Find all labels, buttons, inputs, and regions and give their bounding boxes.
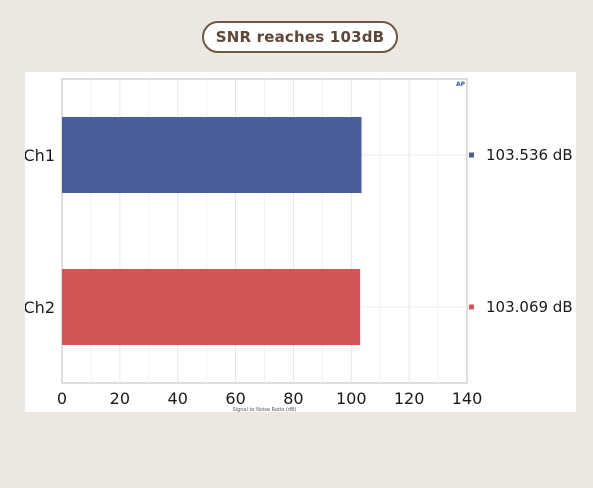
x-tick-label: 100 (336, 389, 367, 408)
category-label-ch2: Ch2 (25, 298, 55, 317)
snr-bar-chart: 0 20 40 60 80 100 120 140 Ch1 Ch2 103.536 dB 103.… (25, 78, 573, 412)
x-tick-label: 0 (57, 389, 67, 408)
value-marker-ch2 (469, 304, 474, 310)
chart-panel: 0 20 40 60 80 100 120 140 Ch1 Ch2 103.536 dB 103.… (25, 72, 576, 412)
x-tick-label: 140 (452, 389, 483, 408)
bar-ch1 (62, 117, 362, 193)
x-tick-label: 60 (225, 389, 245, 408)
x-tick-label: 80 (283, 389, 303, 408)
x-axis-label: Signal to Noise Ratio (dB) (233, 407, 297, 412)
x-tick-label: 40 (168, 389, 188, 408)
x-tick-label: 120 (394, 389, 425, 408)
x-tick-label: 20 (110, 389, 130, 408)
value-label-ch1: 103.536 dB (486, 146, 573, 164)
ap-logo: AP (456, 81, 466, 88)
value-label-ch2: 103.069 dB (486, 298, 573, 316)
bar-ch2 (62, 269, 361, 345)
page-title: SNR reaches 103dB (202, 21, 398, 53)
value-marker-ch1 (469, 152, 474, 158)
category-label-ch1: Ch1 (25, 146, 55, 165)
